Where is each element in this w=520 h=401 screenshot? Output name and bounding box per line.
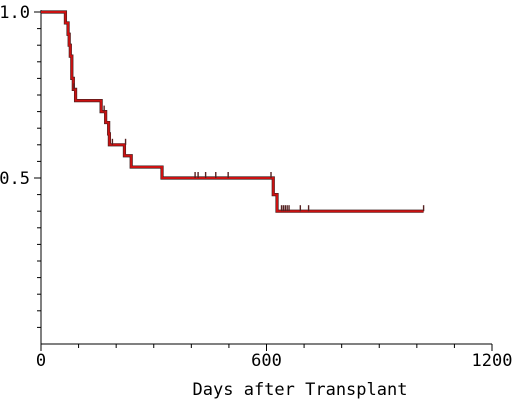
censor-marks [73,83,425,212]
y-tick-label: 1.0 [0,3,30,23]
survival-curve-shadow [41,10,424,213]
survival-curve [41,10,424,213]
x-tick-label: 600 [251,351,282,371]
survival-curve-line [41,11,424,213]
x-tick-label: 0 [36,351,46,371]
y-tick-label: 0.5 [0,169,30,189]
tick-labels: 0 600 1200 0.5 1.0 [0,3,512,371]
axes [34,10,493,351]
x-tick-label: 1200 [472,351,513,371]
x-axis-title: Days after Transplant [193,380,408,400]
